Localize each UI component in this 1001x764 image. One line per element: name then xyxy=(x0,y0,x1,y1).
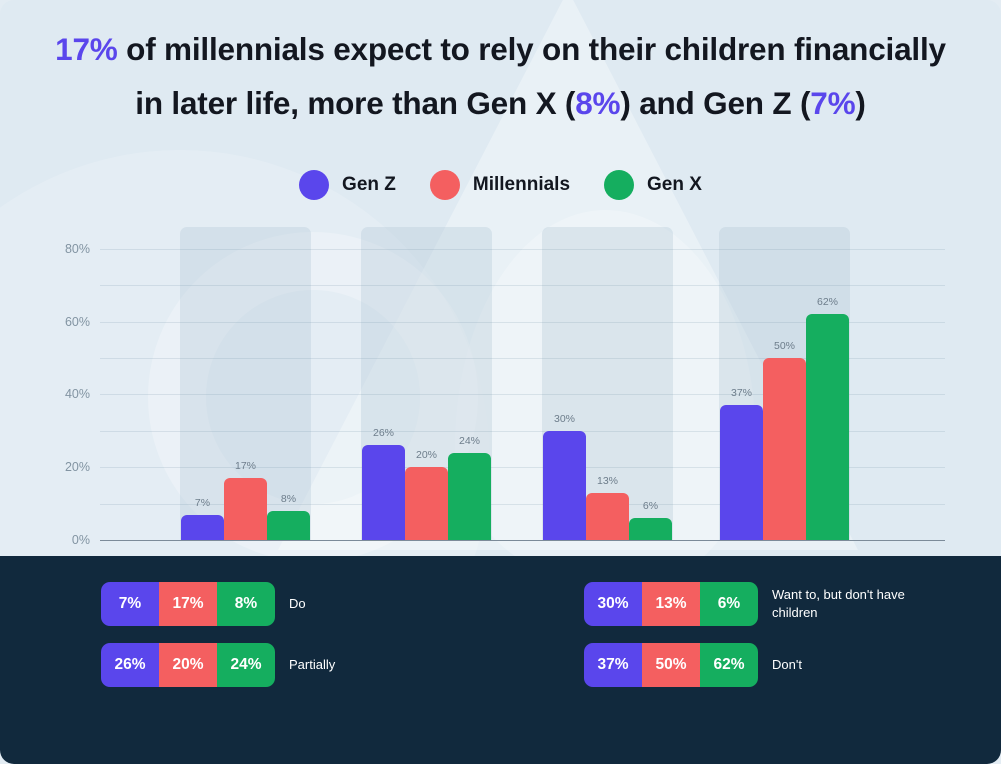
y-axis-tick-label: 60% xyxy=(64,314,90,329)
bar-value-label: 8% xyxy=(280,492,297,505)
bar-value-label: 62% xyxy=(816,296,839,309)
gridline-minor xyxy=(100,430,945,432)
pill-caption: Want to, but don't have children xyxy=(772,587,905,620)
bar-value-label: 26% xyxy=(372,427,395,440)
bar-gen-z[interactable]: 26% xyxy=(362,427,405,540)
bar-group: 30% 13% 6% xyxy=(543,227,672,540)
bar-gen-x[interactable]: 8% xyxy=(267,493,310,540)
bar-value-label: 7% xyxy=(194,496,211,509)
y-axis-tick-label: 40% xyxy=(64,387,90,402)
y-axis-tick-label: 0% xyxy=(71,533,90,547)
legend-swatch-icon xyxy=(299,170,330,200)
pill-segment: 30% xyxy=(584,582,642,626)
pill-segment: 20% xyxy=(159,643,217,687)
bar-value-label: 50% xyxy=(773,340,796,353)
bar-millennials[interactable]: 50% xyxy=(763,340,806,540)
footer-panel: 7% 17% 8% Do 26% 20% 24% Partially 30% 13% 6% Want … xyxy=(0,556,1001,764)
data-pill-grid: 7% 17% 8% Do 26% 20% 24% Partially 30% 13% 6% Want … xyxy=(0,576,1001,706)
pill-segment: 37% xyxy=(584,643,642,687)
gridline-major xyxy=(100,394,945,396)
page-title: 17% of millennials expect to rely on the… xyxy=(0,22,1001,130)
bar-gen-z[interactable]: 37% xyxy=(720,387,763,540)
legend-swatch-icon xyxy=(604,170,635,200)
headline-accent-8: 8% xyxy=(575,85,621,122)
value-pill: 26% 20% 24% xyxy=(101,643,275,687)
pill-caption: Do xyxy=(289,596,306,612)
legend-swatch-icon xyxy=(429,170,460,200)
bar-gen-x[interactable]: 24% xyxy=(448,435,491,540)
headline-accent-7: 7% xyxy=(810,85,856,122)
pill-segment: 6% xyxy=(700,582,758,626)
y-axis-tick-label: 80% xyxy=(64,241,90,256)
bar-value-label: 24% xyxy=(458,434,481,447)
pill-segment: 26% xyxy=(101,643,159,687)
pill-segment: 17% xyxy=(159,582,217,626)
bar-value-label: 20% xyxy=(415,449,438,462)
pill-segment: 24% xyxy=(217,643,275,687)
gridline-minor xyxy=(100,503,945,505)
x-axis-line xyxy=(100,540,945,542)
value-pill: 30% 13% 6% xyxy=(584,582,758,626)
headline-text-2a: in later life, more than Gen X ( xyxy=(135,85,576,122)
value-pill: 7% 17% 8% xyxy=(101,582,275,626)
footer-data-row: 7% 17% 8% Do xyxy=(101,582,306,626)
bar-gen-z[interactable]: 7% xyxy=(181,497,224,540)
headline-text-2c: ) xyxy=(855,85,866,122)
bar-group: 26% 20% 24% xyxy=(362,227,491,540)
footer-data-row: 30% 13% 6% Want to, but don't have children xyxy=(584,582,952,626)
pill-segment: 13% xyxy=(642,582,700,626)
pill-caption: Partially xyxy=(289,657,336,673)
footer-data-row: 37% 50% 62% Don't xyxy=(584,643,802,687)
gridline-major xyxy=(100,248,945,250)
headline-accent-17: 17% xyxy=(55,31,118,67)
bar-value-label: 17% xyxy=(234,460,257,473)
gridline-minor xyxy=(100,285,945,287)
gridline-minor xyxy=(100,358,945,360)
bar-gen-x[interactable]: 6% xyxy=(629,500,672,540)
legend-item-gen-z[interactable]: Gen Z xyxy=(299,170,396,200)
bar-group: 37% 50% 62% xyxy=(720,227,849,540)
pill-segment: 7% xyxy=(101,582,159,626)
chart-legend: Gen Z Millennials Gen X xyxy=(0,170,1001,200)
legend-item-label: Gen X xyxy=(647,174,702,195)
bar-millennials[interactable]: 20% xyxy=(405,449,448,540)
value-pill: 37% 50% 62% xyxy=(584,643,758,687)
bar-chart: 0% 20% 40% 60% 80% 7% 17% 8% 26% 20% 24% 30% 13% 6% 3… xyxy=(0,218,1001,548)
bar-millennials[interactable]: 17% xyxy=(224,460,267,540)
pill-segment: 50% xyxy=(642,643,700,687)
plot-area: 7% 17% 8% 26% 20% 24% 30% 13% 6% 37% 50% 62% xyxy=(100,227,945,542)
footer-data-row: 26% 20% 24% Partially xyxy=(101,643,335,687)
bar-value-label: 30% xyxy=(553,412,576,425)
bar-millennials[interactable]: 13% xyxy=(586,475,629,540)
legend-item-label: Millennials xyxy=(472,174,571,195)
bar-group: 7% 17% 8% xyxy=(181,227,310,540)
y-axis-tick-label: 20% xyxy=(64,460,90,475)
bar-gen-z[interactable]: 30% xyxy=(543,413,586,540)
bar-value-label: 37% xyxy=(730,387,753,400)
pill-segment: 8% xyxy=(217,582,275,626)
y-axis-labels: 0% 20% 40% 60% 80% xyxy=(44,227,90,547)
bar-gen-x[interactable]: 62% xyxy=(806,296,849,540)
legend-item-millennials[interactable]: Millennials xyxy=(429,170,571,200)
pill-segment: 62% xyxy=(700,643,758,687)
gridline-major xyxy=(100,321,945,323)
headline-text-2b: ) and Gen Z ( xyxy=(620,85,811,122)
bar-value-label: 13% xyxy=(596,474,619,487)
bar-value-label: 6% xyxy=(642,500,659,513)
legend-item-label: Gen Z xyxy=(342,174,396,195)
gridline-major xyxy=(100,467,945,469)
pill-caption: Don't xyxy=(772,657,802,673)
legend-item-gen-x[interactable]: Gen X xyxy=(604,170,702,200)
headline-text-1: of millennials expect to rely on their c… xyxy=(117,31,946,67)
